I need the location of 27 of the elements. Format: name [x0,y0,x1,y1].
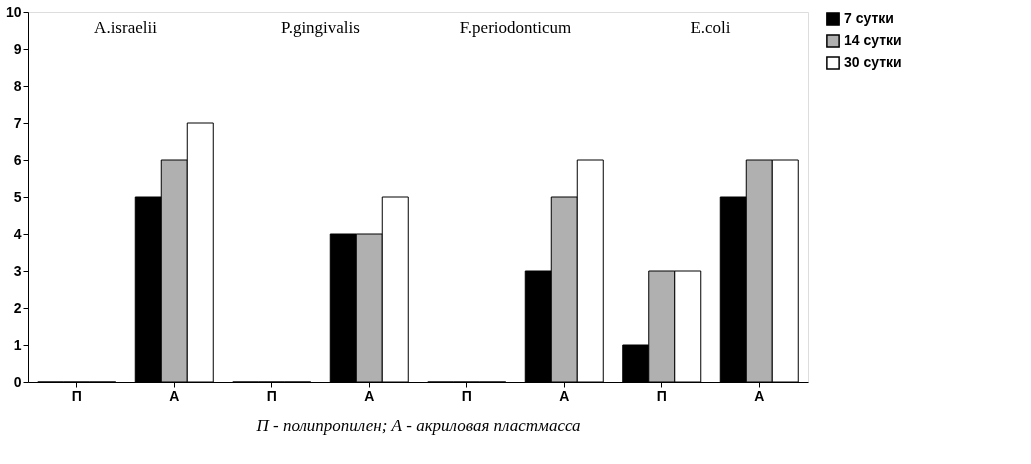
y-tick-label: 8 [13,77,22,94]
y-tick-label: 2 [13,299,22,316]
x-tick-label: П [461,387,472,404]
x-tick-label: А [169,387,180,404]
y-tick-label: 9 [13,40,22,57]
x-axis-title: П - полипропилен; А - акриловая пластмасса [255,415,581,435]
annotation: A.israelii [94,18,158,37]
legend-label: 14 сутки [844,32,902,48]
y-tick-label: 0 [13,373,22,390]
annotation: F.periodonticum [459,18,572,37]
y-tick-label: 1 [13,336,22,353]
annotation: P.gingivalis [281,18,360,37]
legend-label: 30 сутки [844,54,902,70]
y-tick-label: 6 [13,151,22,168]
x-tick-label: А [559,387,570,404]
x-tick-label: П [266,387,277,404]
y-tick-label: 7 [13,114,22,131]
y-tick-label: 10 [5,3,22,20]
x-tick-label: П [656,387,667,404]
y-tick-label: 3 [13,262,22,279]
legend-label: 7 сутки [844,10,894,26]
annotation: E.coli [690,18,731,37]
x-tick-label: П [71,387,82,404]
x-tick-label: А [754,387,765,404]
y-tick-label: 5 [13,188,22,205]
x-tick-label: А [364,387,375,404]
y-tick-label: 4 [13,225,22,242]
